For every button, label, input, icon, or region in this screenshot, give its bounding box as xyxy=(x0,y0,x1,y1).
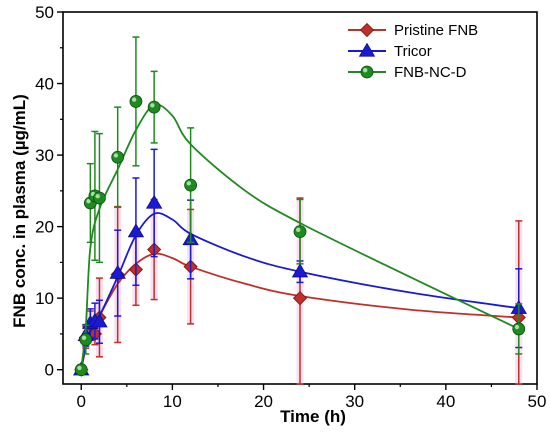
point-highlight xyxy=(131,97,137,102)
legend: Pristine FNB Tricor FNB-NC-D xyxy=(348,22,478,81)
legend-marker xyxy=(358,42,376,57)
legend-item: FNB-NC-D xyxy=(348,64,467,81)
data-point xyxy=(145,194,163,209)
legend-label: FNB-NC-D xyxy=(394,64,467,81)
point-highlight xyxy=(113,153,119,158)
data-point xyxy=(91,313,108,328)
x-tick-label: 50 xyxy=(528,392,547,411)
point-highlight xyxy=(514,324,520,330)
data-point xyxy=(292,291,308,306)
point-body xyxy=(512,322,526,336)
point-body xyxy=(111,150,125,164)
point-highlight xyxy=(150,103,155,108)
y-axis-title: FNB conc. in plasma (µg/mL) xyxy=(10,94,29,328)
y-tick-label: 10 xyxy=(35,289,54,308)
data-point xyxy=(79,333,93,347)
y-axis-ticks: 0 10 20 30 40 50 xyxy=(35,3,63,380)
y-tick-label: 40 xyxy=(35,75,54,94)
data-point xyxy=(111,150,125,164)
x-tick-label: 30 xyxy=(345,392,364,411)
data-point xyxy=(127,223,145,238)
point-highlight xyxy=(77,365,82,371)
point-body xyxy=(147,100,161,114)
point-body xyxy=(129,95,143,108)
point-body xyxy=(360,65,374,79)
point-body xyxy=(184,178,198,192)
data-point xyxy=(291,263,309,278)
legend-item: Tricor xyxy=(348,42,432,60)
point-highlight xyxy=(81,335,87,341)
data-point xyxy=(109,264,126,279)
data-point xyxy=(147,100,161,114)
x-tick-label: 20 xyxy=(254,392,273,411)
point-highlight xyxy=(296,227,301,233)
point-highlight xyxy=(363,68,368,73)
legend-marker xyxy=(359,22,375,38)
data-point xyxy=(512,322,526,336)
x-axis-ticks: 0 10 20 30 40 50 xyxy=(76,384,546,411)
point-highlight xyxy=(95,194,100,199)
y-tick-label: 50 xyxy=(35,3,54,22)
point-body xyxy=(79,333,93,347)
legend-label: Tricor xyxy=(394,43,432,60)
y-tick-label: 30 xyxy=(35,146,54,165)
series-fnb-nc-d xyxy=(74,36,526,377)
data-point xyxy=(129,95,143,108)
data-point xyxy=(184,178,198,192)
data-point xyxy=(74,363,88,377)
x-tick-label: 40 xyxy=(436,392,455,411)
point-body xyxy=(293,225,307,239)
x-axis-title: Time (h) xyxy=(280,407,346,426)
x-tick-label: 0 xyxy=(76,392,85,411)
legend-item: Pristine FNB xyxy=(348,22,478,39)
point-body xyxy=(93,191,106,205)
legend-marker xyxy=(360,65,374,79)
x-tick-label: 10 xyxy=(163,392,182,411)
data-point xyxy=(293,225,307,239)
legend-label: Pristine FNB xyxy=(394,22,478,39)
point-highlight xyxy=(86,199,91,204)
point-highlight xyxy=(186,181,192,186)
point-body xyxy=(74,363,88,377)
y-tick-label: 0 xyxy=(45,361,54,380)
fit-curve xyxy=(80,103,520,370)
series-layer xyxy=(73,36,527,385)
y-tick-label: 20 xyxy=(35,218,54,237)
data-point xyxy=(93,191,106,205)
